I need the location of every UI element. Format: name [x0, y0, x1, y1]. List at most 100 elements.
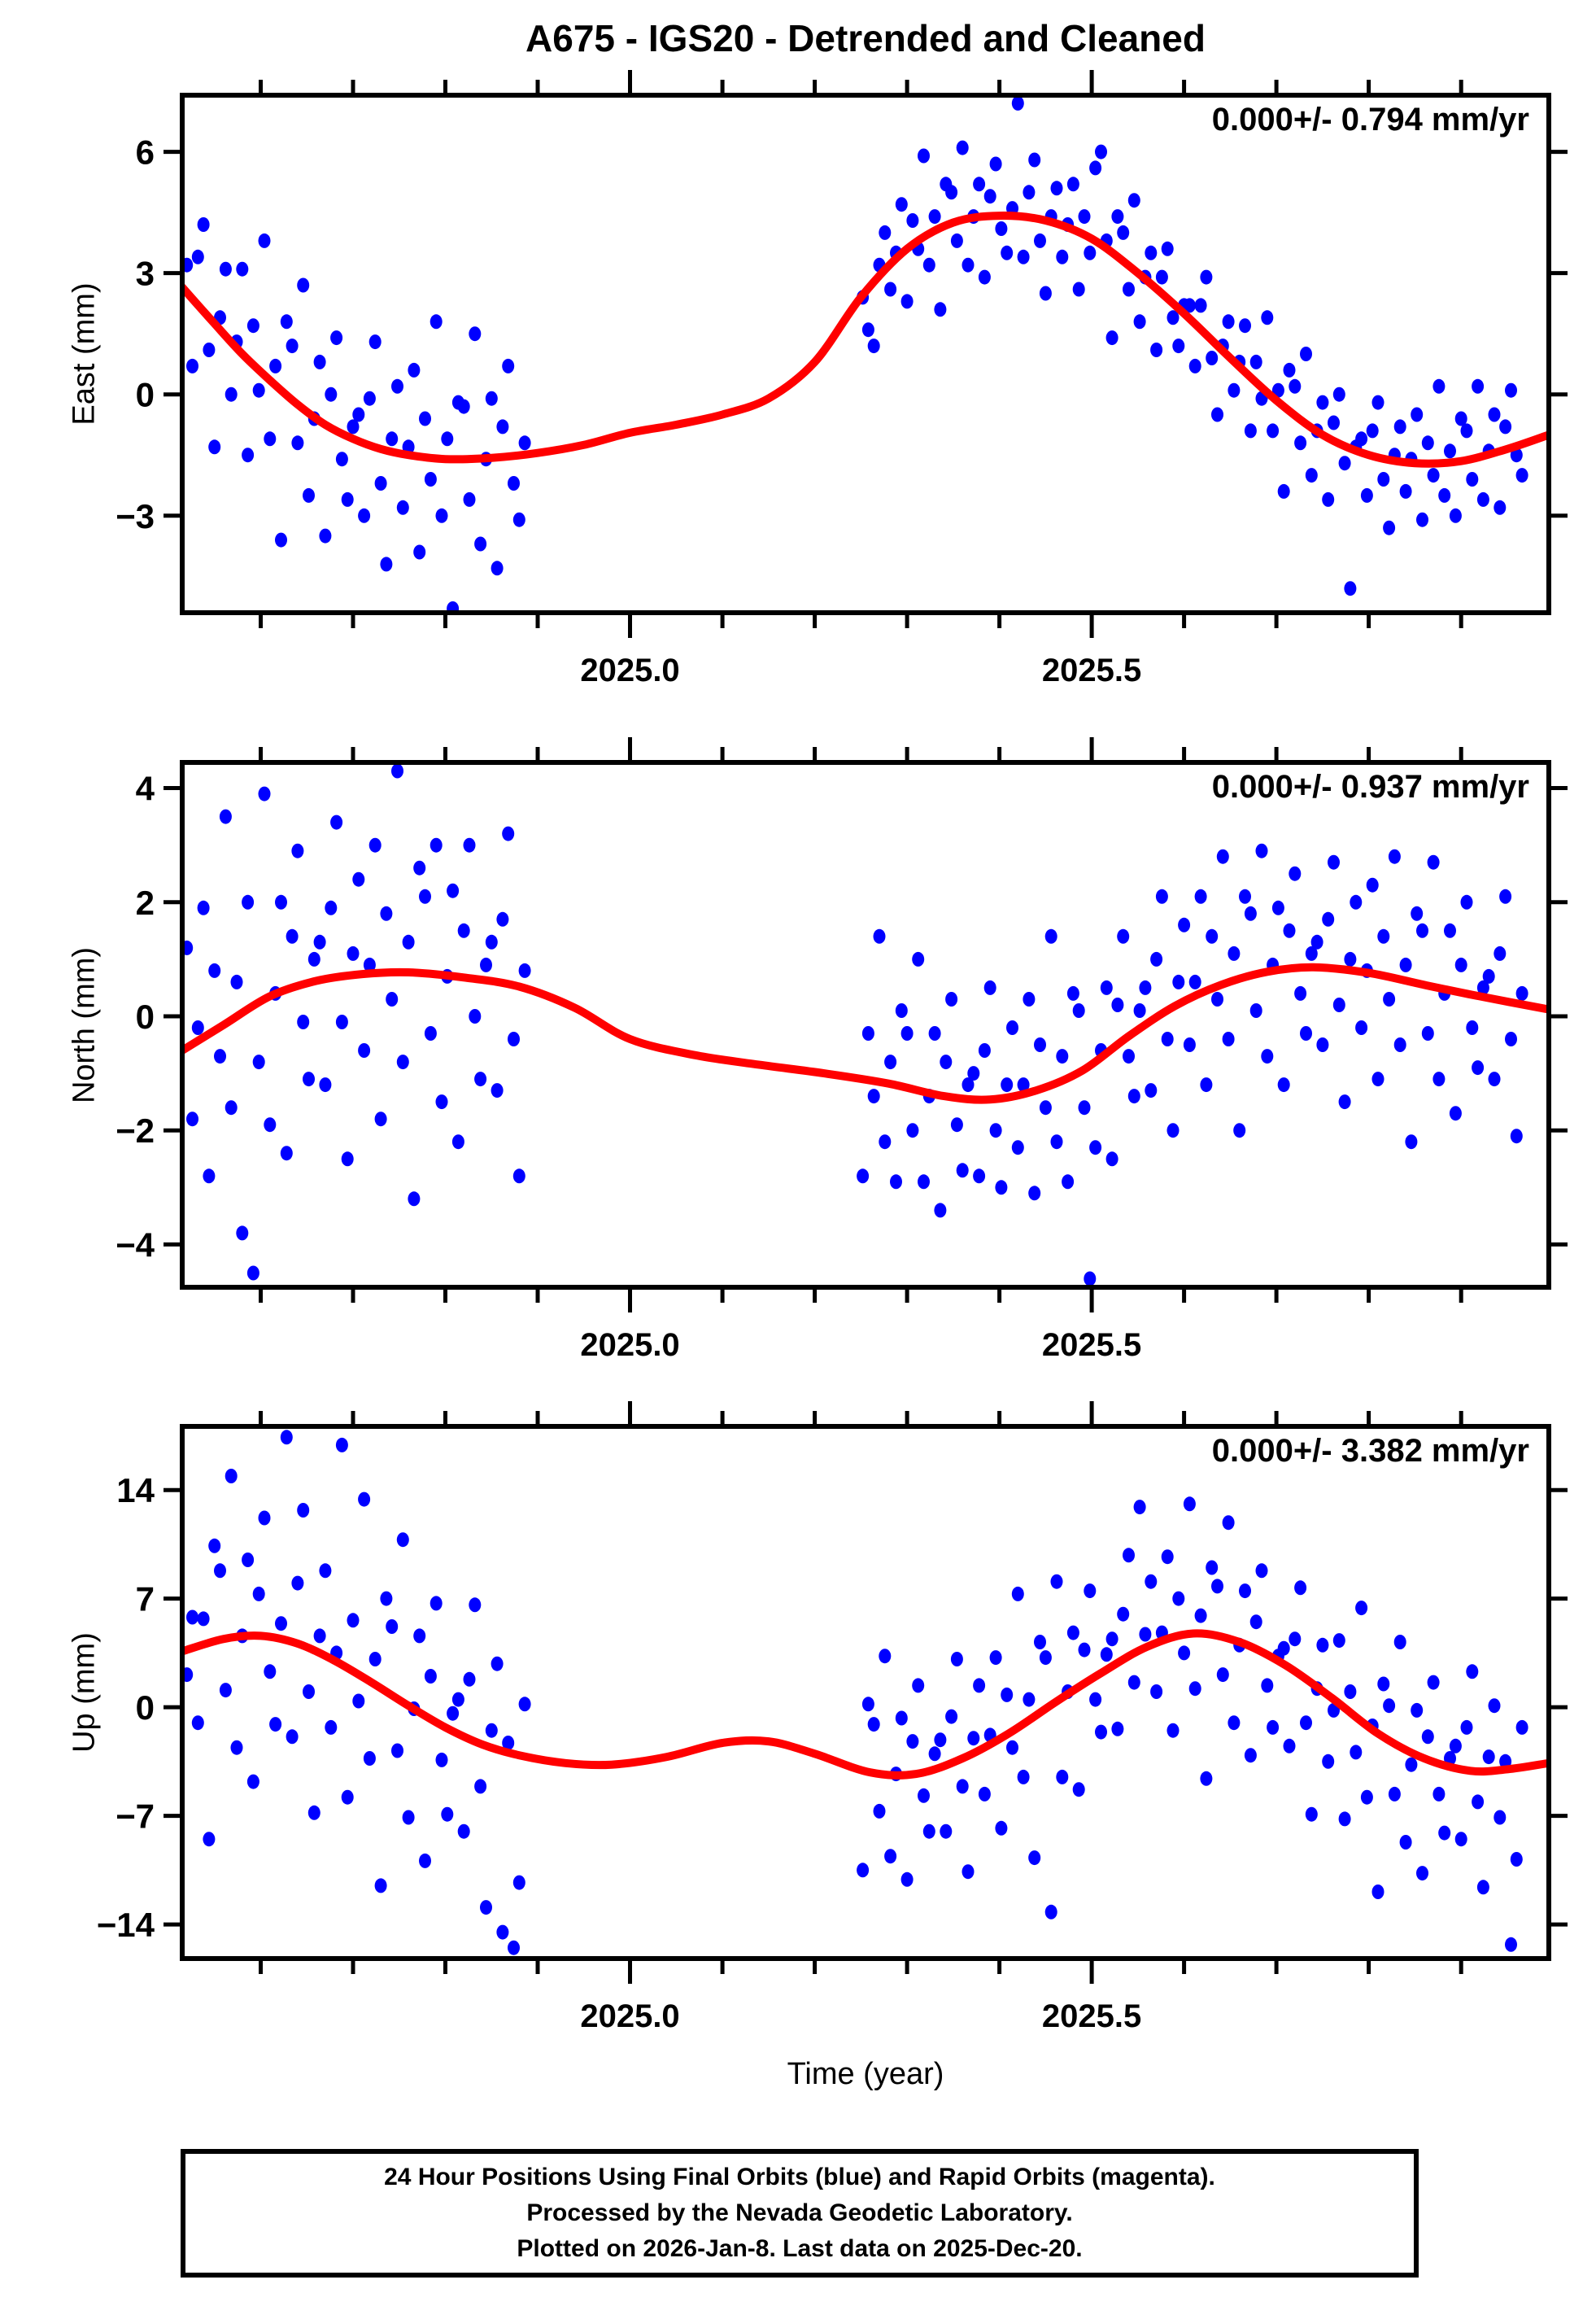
- data-point: [1188, 1681, 1201, 1697]
- data-point: [1432, 378, 1446, 394]
- data-point: [1494, 946, 1507, 961]
- data-point: [197, 217, 210, 232]
- data-point: [1062, 1174, 1075, 1190]
- data-point: [1476, 1880, 1489, 1895]
- y-tick-label: 14: [116, 1471, 155, 1509]
- data-point: [1344, 951, 1357, 967]
- data-point: [1183, 298, 1196, 313]
- data-point: [1371, 395, 1385, 410]
- data-point: [214, 1563, 226, 1579]
- data-point: [1399, 1835, 1412, 1850]
- data-point: [1006, 1740, 1018, 1755]
- y-tick-label: −2: [116, 1112, 155, 1150]
- data-point: [1133, 314, 1146, 330]
- data-point: [325, 900, 338, 915]
- data-point: [413, 544, 426, 560]
- data-point: [1161, 1549, 1174, 1565]
- data-point: [1505, 1937, 1517, 1952]
- data-point: [1383, 520, 1396, 535]
- data-point: [236, 1225, 249, 1241]
- data-point: [1277, 1640, 1290, 1656]
- data-point: [1228, 382, 1241, 398]
- data-point: [1105, 330, 1119, 346]
- data-point: [258, 1510, 271, 1526]
- data-point: [264, 1664, 277, 1679]
- data-point: [396, 1055, 409, 1070]
- data-point: [1150, 1684, 1163, 1699]
- y-axis-label-up: Up (mm): [67, 1632, 102, 1753]
- data-point: [1310, 934, 1323, 950]
- data-point: [391, 1743, 403, 1758]
- data-point: [368, 334, 382, 350]
- data-point: [1001, 1687, 1014, 1702]
- north-trend: [182, 963, 1549, 1104]
- data-point: [956, 1163, 969, 1178]
- data-point: [463, 491, 476, 507]
- data-point: [1505, 1032, 1517, 1046]
- data-point: [307, 1805, 321, 1820]
- data-point: [922, 257, 935, 273]
- data-point: [286, 338, 299, 354]
- data-point: [303, 487, 315, 503]
- data-point: [1283, 923, 1296, 938]
- trend-line: [182, 212, 1549, 468]
- data-point: [208, 963, 221, 978]
- data-point: [906, 1734, 919, 1749]
- data-point: [1366, 877, 1379, 893]
- data-point: [512, 512, 525, 527]
- data-point: [447, 601, 460, 613]
- data-point: [1150, 951, 1163, 967]
- data-point: [1449, 508, 1462, 523]
- data-point: [1249, 354, 1262, 369]
- data-point: [1255, 1563, 1268, 1579]
- data-point: [1482, 968, 1495, 984]
- data-point: [341, 1789, 354, 1805]
- data-point: [186, 358, 198, 373]
- plot-frame: [180, 93, 1551, 615]
- data-point: [1216, 1667, 1229, 1683]
- data-point: [895, 197, 908, 212]
- data-point: [219, 809, 232, 824]
- east-trend: [182, 212, 1549, 468]
- data-point: [1039, 1650, 1052, 1666]
- data-point: [1222, 1515, 1235, 1531]
- data-point: [1427, 854, 1440, 870]
- data-point: [1383, 992, 1396, 1007]
- data-point: [1039, 286, 1052, 301]
- data-point: [928, 209, 941, 225]
- east-velocity-annotation: 0.000+/- 0.794 mm/yr: [1211, 102, 1529, 138]
- data-point: [408, 362, 421, 378]
- data-point: [1416, 923, 1428, 938]
- data-point: [867, 1717, 880, 1732]
- data-point: [1011, 95, 1024, 111]
- data-point: [1383, 1698, 1396, 1714]
- caption-line-2: Processed by the Nevada Geodetic Laborat…: [526, 2199, 1073, 2226]
- data-point: [945, 185, 958, 200]
- caption-box: 24 Hour Positions Using Final Orbits (bl…: [181, 2149, 1419, 2278]
- data-point: [269, 358, 282, 373]
- data-point: [906, 1123, 919, 1138]
- data-point: [1200, 269, 1213, 285]
- data-point: [457, 923, 470, 938]
- data-point: [1449, 1738, 1462, 1754]
- data-point: [1206, 928, 1219, 944]
- data-point: [1460, 423, 1473, 439]
- data-point: [1244, 1748, 1257, 1763]
- data-point: [441, 1806, 454, 1822]
- data-point: [313, 1628, 326, 1644]
- data-point: [330, 330, 343, 346]
- data-point: [230, 974, 243, 989]
- data-point: [491, 561, 504, 576]
- data-point: [912, 1678, 925, 1693]
- y-tick-label: 4: [136, 770, 155, 808]
- data-point: [928, 1746, 941, 1762]
- data-point: [950, 1117, 963, 1133]
- data-point: [402, 1810, 415, 1825]
- data-point: [1178, 917, 1191, 932]
- data-point: [1316, 1637, 1329, 1653]
- data-point: [1095, 144, 1107, 159]
- data-point: [1145, 245, 1158, 260]
- data-point: [380, 906, 393, 921]
- data-point: [474, 1072, 487, 1087]
- data-point: [1084, 245, 1097, 260]
